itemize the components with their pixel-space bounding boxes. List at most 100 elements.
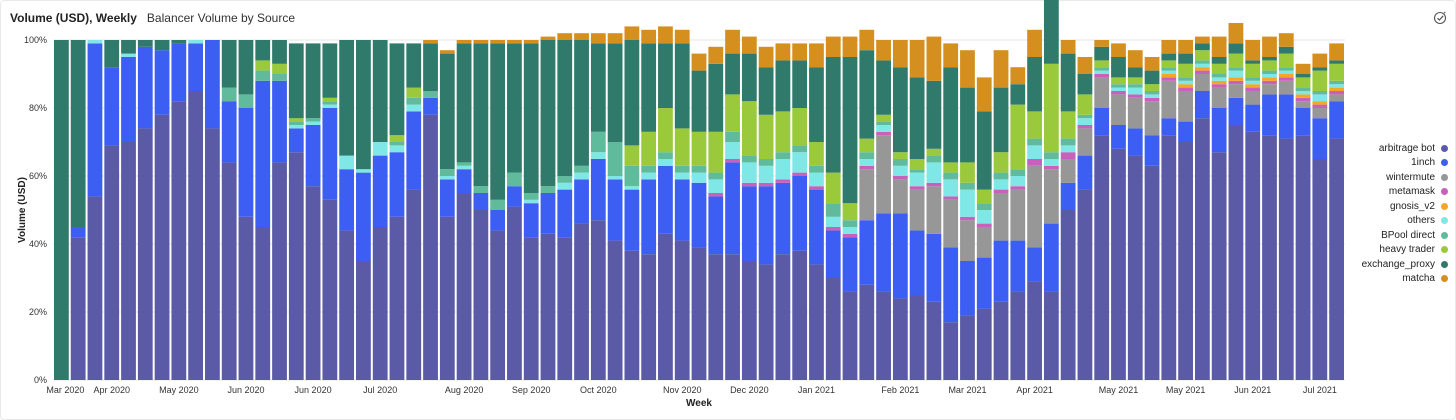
bar-segment-exchange-proxy — [557, 40, 573, 176]
bar-segment-wintermute — [1228, 84, 1244, 98]
y-tick-label: 100% — [24, 35, 47, 45]
bar-segment-arbitrage-bot — [339, 230, 355, 380]
bar-segment-exchange-proxy — [456, 43, 472, 163]
bar-segment-1inch — [1043, 223, 1059, 292]
bar-segment-arbitrage-bot — [305, 186, 321, 380]
bar-segment-metamask — [1060, 152, 1076, 159]
bar-segment-1inch — [540, 193, 556, 234]
bar-segment-matcha — [1211, 36, 1227, 57]
bar-segment-exchange-proxy — [322, 43, 338, 98]
bar-segment-arbitrage-bot — [842, 291, 858, 380]
bar-segment-bpool-direct — [590, 131, 606, 153]
bar-segment-bpool-direct — [389, 142, 405, 146]
bar-segment-arbitrage-bot — [641, 254, 657, 380]
bar-segment-heavy-trader — [1094, 60, 1110, 68]
bar-segment-heavy-trader — [1161, 60, 1177, 68]
bar-segment-others — [557, 182, 573, 190]
legend-item[interactable]: heavy trader — [1330, 243, 1448, 258]
bar-segment-heavy-trader — [1278, 53, 1294, 68]
bar-segment-1inch — [859, 220, 875, 285]
bar-segment-heavy-trader — [993, 152, 1009, 173]
bar-segment-matcha — [674, 29, 690, 44]
bar-segment-wintermute — [876, 135, 891, 214]
bar-segment-arbitrage-bot — [456, 193, 472, 380]
legend-item[interactable]: wintermute — [1330, 170, 1448, 185]
bar-segment-1inch — [406, 111, 422, 190]
bar-segment-matcha — [473, 40, 489, 44]
bar-segment-others — [926, 162, 942, 183]
bar-segment-gnosis-v2 — [1161, 74, 1177, 78]
bar-segment-metamask — [1043, 165, 1059, 170]
bar-segment-bpool-direct — [238, 94, 254, 108]
bar-segment-bpool-direct — [1312, 91, 1328, 95]
bar-segment-others — [305, 121, 321, 125]
bar-segment-bpool-direct — [1329, 80, 1344, 85]
bar-segment-metamask — [859, 165, 875, 170]
bar-segment-exchange-proxy — [473, 43, 489, 187]
legend-item[interactable]: BPool direct — [1330, 228, 1448, 243]
bar-segment-exchange-proxy — [490, 43, 506, 200]
bar-segment-1inch — [439, 179, 455, 217]
bar-segment-others — [1211, 77, 1227, 81]
bar-segment-1inch — [1295, 108, 1311, 136]
legend-item[interactable]: matcha — [1330, 272, 1448, 287]
legend-item[interactable]: metamask — [1330, 185, 1448, 200]
bar-segment-arbitrage-bot — [1262, 135, 1277, 380]
chart-header: Volume (USD), Weekly Balancer Volume by … — [10, 11, 295, 25]
legend-item[interactable]: exchange_proxy — [1330, 257, 1448, 272]
x-tick-label: Mar 2021 — [948, 385, 986, 395]
bar-segment-exchange-proxy — [708, 63, 724, 132]
bar-segment-1inch — [758, 186, 774, 265]
bar-segment-others — [322, 104, 338, 108]
bar-segment-arbitrage-bot — [607, 240, 623, 380]
bar-segment-exchange-proxy — [658, 43, 673, 108]
bar-segment-arbitrage-bot — [406, 189, 422, 380]
bar-segment-metamask — [876, 131, 891, 136]
bar-segment-matcha — [523, 40, 539, 44]
bar-segment-1inch — [1060, 182, 1076, 210]
bar-segment-bpool-direct — [960, 182, 975, 190]
bar-segment-heavy-trader — [389, 135, 405, 142]
legend-label: gnosis_v2 — [1389, 200, 1435, 212]
bar-segment-arbitrage-bot — [1010, 291, 1026, 380]
bar-segment-others — [288, 125, 304, 129]
bar-segment-exchange-proxy — [1245, 60, 1261, 64]
bar-segment-exchange-proxy — [1228, 43, 1244, 54]
bar-segment-bpool-direct — [758, 159, 774, 166]
bar-segment-arbitrage-bot — [976, 308, 992, 380]
bar-segment-heavy-trader — [1043, 63, 1059, 153]
bar-segment-others — [1111, 87, 1126, 91]
bar-segment-matcha — [1010, 67, 1026, 85]
bar-segment-others — [674, 172, 690, 180]
bar-segment-1inch — [691, 182, 707, 248]
legend-item[interactable]: 1inch — [1330, 156, 1448, 171]
bar-segment-heavy-trader — [792, 108, 808, 146]
bar-segment-metamask — [825, 227, 841, 231]
chart-legend: arbitrage bot 1inch wintermute metamask gnos… — [1330, 141, 1448, 286]
bar-segment-wintermute — [1312, 108, 1328, 119]
bar-segment-bpool-direct — [674, 165, 690, 173]
bar-segment-others — [809, 172, 824, 187]
bar-segment-matcha — [792, 43, 808, 61]
legend-item[interactable]: arbitrage bot — [1330, 141, 1448, 156]
bar-segment-exchange-proxy — [1262, 57, 1277, 61]
bar-segment-exchange-proxy — [255, 40, 271, 61]
bar-segment-metamask — [1329, 91, 1344, 95]
bar-segment-arbitrage-bot — [1295, 135, 1311, 380]
bar-segment-1inch — [523, 203, 539, 238]
bar-segment-others — [439, 176, 455, 180]
bar-segment-1inch — [960, 261, 975, 316]
check-circle-icon[interactable] — [1433, 11, 1447, 25]
bar-segment-arbitrage-bot — [1194, 118, 1210, 380]
bar-segment-arbitrage-bot — [523, 237, 539, 380]
bar-segment-arbitrage-bot — [255, 227, 271, 380]
bar-segment-exchange-proxy — [624, 40, 640, 146]
legend-item[interactable]: gnosis_v2 — [1330, 199, 1448, 214]
bar-segment-wintermute — [1144, 101, 1160, 136]
bar-segment-heavy-trader — [658, 108, 673, 153]
bar-segment-matcha — [926, 36, 942, 81]
bar-segment-matcha — [1295, 63, 1311, 74]
bar-segment-metamask — [909, 186, 925, 190]
legend-item[interactable]: others — [1330, 214, 1448, 229]
x-tick-label: May 2021 — [1166, 385, 1206, 395]
